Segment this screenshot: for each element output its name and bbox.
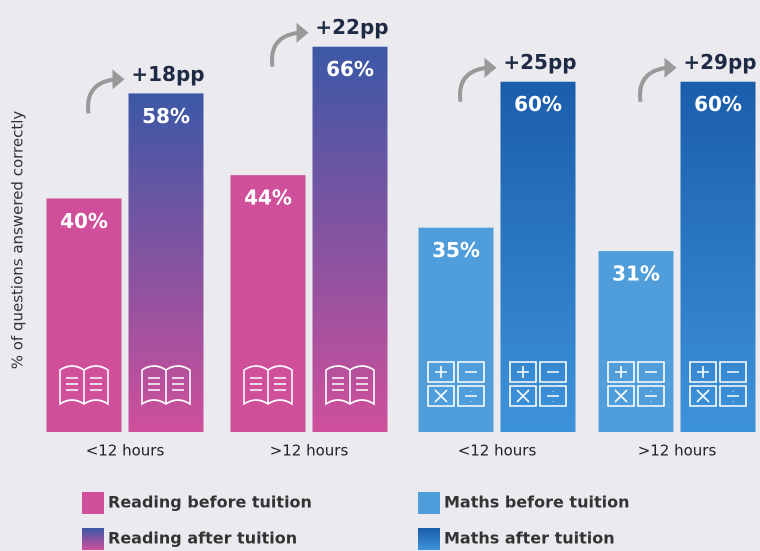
arrow xyxy=(638,65,667,102)
maths-icon xyxy=(427,361,485,407)
x-tick-label: <12 hours xyxy=(458,442,537,460)
value-label: 31% xyxy=(612,262,660,286)
arrow-head xyxy=(664,57,677,78)
y-axis-label: % of questions answered correctly xyxy=(9,111,27,370)
legend-swatch xyxy=(418,528,440,550)
bar xyxy=(500,81,576,432)
value-label: 58% xyxy=(142,104,190,128)
annotation: +25pp xyxy=(503,50,576,74)
value-label: 44% xyxy=(244,186,292,210)
arrow xyxy=(86,77,115,114)
value-label: 66% xyxy=(326,57,374,81)
value-label: 60% xyxy=(514,92,562,116)
maths-icon xyxy=(689,361,747,407)
legend-swatch xyxy=(82,492,104,514)
arrow-head xyxy=(484,57,497,78)
book-icon xyxy=(141,365,191,406)
legend-swatch xyxy=(418,492,440,514)
maths-icon xyxy=(607,361,665,407)
x-tick-label: >12 hours xyxy=(638,442,717,460)
bar xyxy=(312,46,388,433)
arrow-head xyxy=(296,22,309,43)
legend-label: Maths after tuition xyxy=(444,529,615,548)
legend-label: Reading after tuition xyxy=(108,529,297,548)
book-icon xyxy=(243,365,293,406)
bar xyxy=(418,227,494,432)
annotation: +22pp xyxy=(315,15,388,39)
arrow xyxy=(270,30,299,67)
legend-label: Maths before tuition xyxy=(444,493,629,512)
value-label: 60% xyxy=(694,92,742,116)
bar xyxy=(680,81,756,432)
bar xyxy=(598,251,674,432)
arrow-head xyxy=(112,69,125,90)
book-icon xyxy=(59,365,109,406)
legend-label: Reading before tuition xyxy=(108,493,312,512)
annotation: +29pp xyxy=(683,50,756,74)
value-label: 40% xyxy=(60,209,108,233)
book-icon xyxy=(325,365,375,406)
value-label: 35% xyxy=(432,238,480,262)
x-tick-label: <12 hours xyxy=(86,442,165,460)
annotation: +18pp xyxy=(131,62,204,86)
arrow xyxy=(458,65,487,102)
maths-icon xyxy=(509,361,567,407)
legend-swatch xyxy=(82,528,104,550)
x-tick-label: >12 hours xyxy=(270,442,349,460)
